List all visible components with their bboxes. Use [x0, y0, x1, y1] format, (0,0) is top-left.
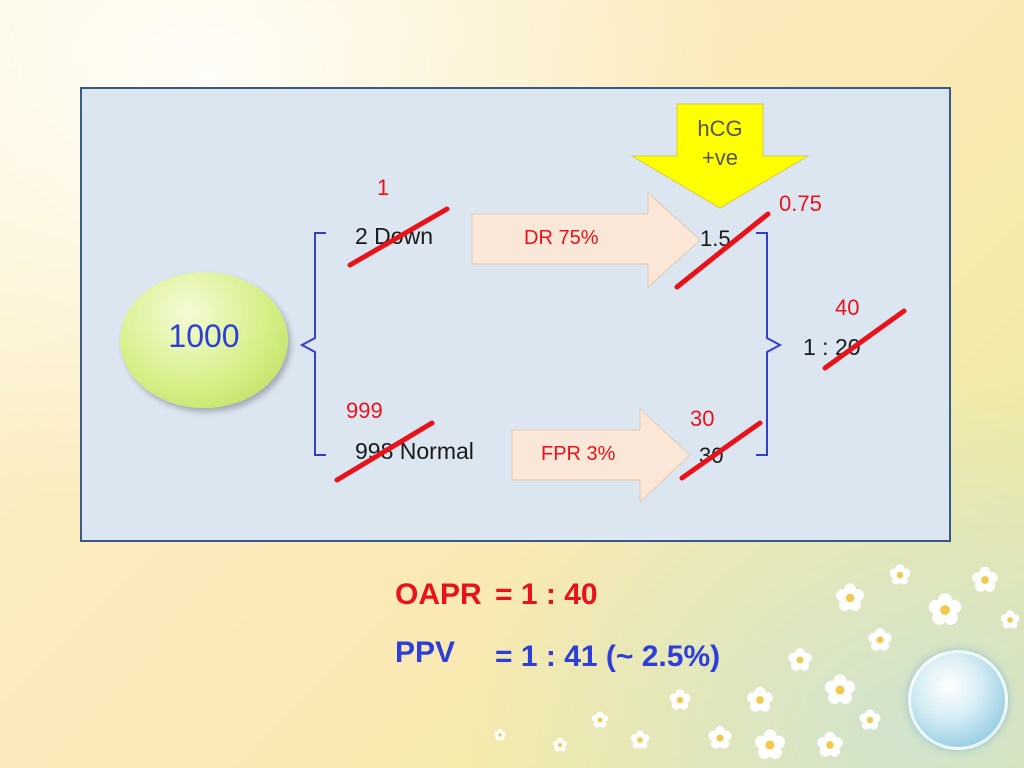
strike-down	[347, 206, 450, 268]
dr-arrow	[471, 191, 701, 289]
normal-corrected: 999	[346, 398, 383, 423]
ppv-label: PPV	[395, 636, 456, 669]
total-label: 1000	[168, 318, 240, 354]
hcg-label-line2: +ve	[701, 145, 739, 170]
oapr-label: OAPR	[395, 578, 482, 611]
strike-dr-result	[674, 211, 771, 290]
dr-result-corrected: 0.75	[779, 191, 822, 216]
decorative-bubble	[908, 650, 1008, 750]
right-bracket	[756, 232, 783, 456]
total-circle	[120, 272, 288, 408]
down-corrected: 1	[377, 175, 390, 200]
strike-ratio	[822, 308, 907, 371]
dr-label: DR 75%	[524, 227, 599, 249]
ratio-corrected: 40	[835, 295, 860, 320]
fpr-label: FPR 3%	[541, 443, 616, 465]
oapr-value: = 1 : 40	[495, 578, 598, 611]
strike-fpr-result	[679, 420, 763, 481]
hcg-label-line1: hCG	[697, 116, 743, 141]
fpr-result-corrected: 30	[690, 406, 715, 431]
left-bracket	[299, 232, 326, 456]
fpr-arrow	[511, 407, 691, 504]
strike-normal	[334, 420, 435, 483]
ppv-value: = 1 : 41 (~ 2.5%)	[495, 640, 721, 673]
hcg-arrow	[630, 103, 810, 209]
